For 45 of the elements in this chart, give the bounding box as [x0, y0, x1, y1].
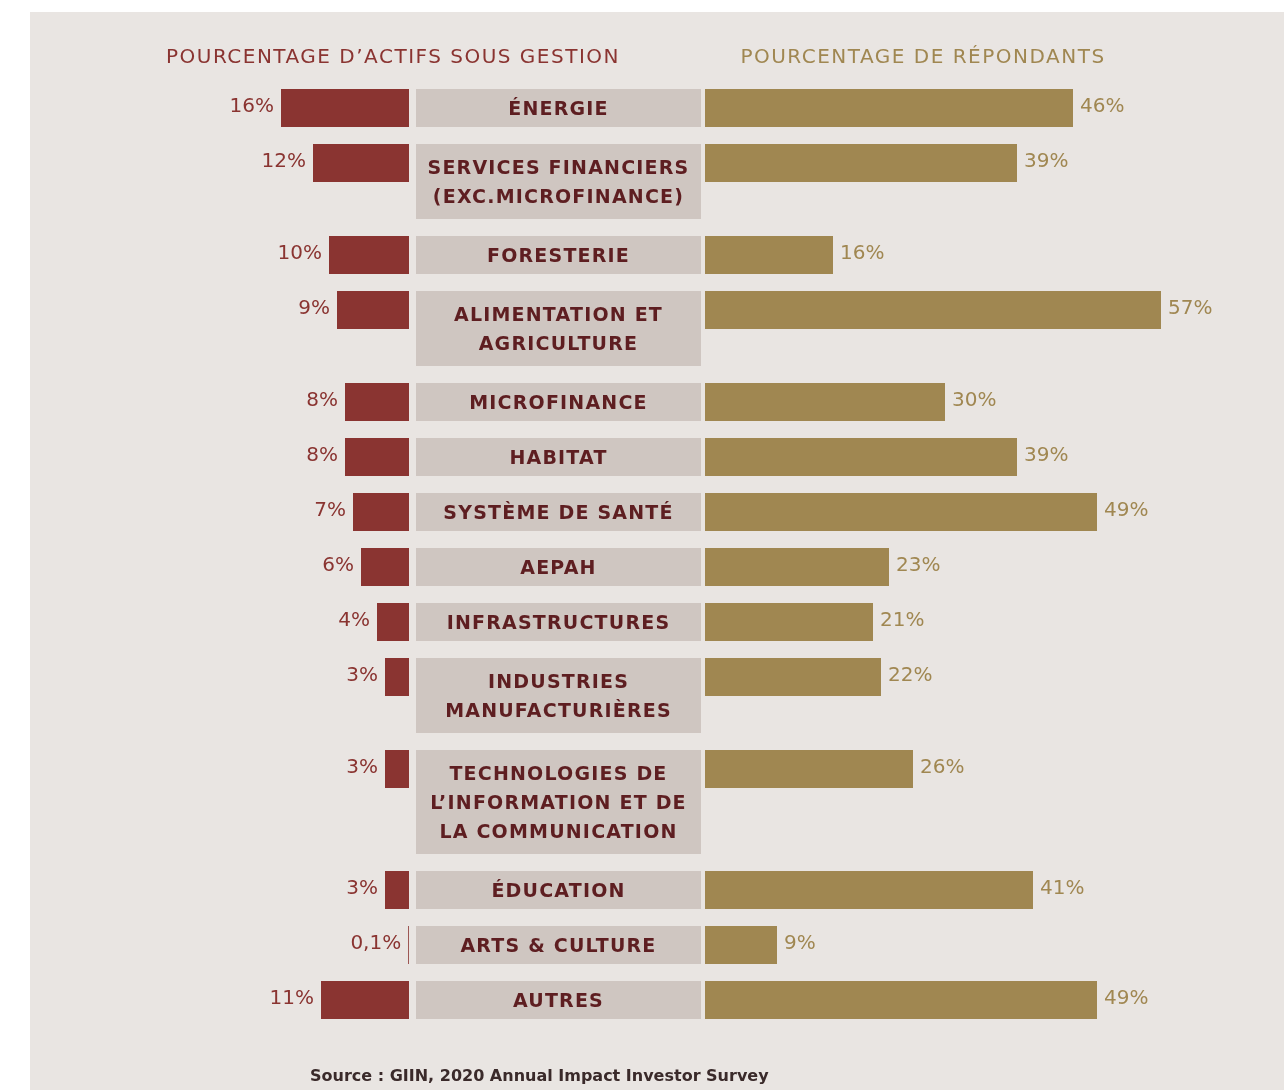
- y-tick-label: SYSTÈME DE SANTÉ: [443, 501, 674, 523]
- data-label: 9%: [298, 295, 330, 319]
- data-label: 0,1%: [350, 930, 402, 954]
- y-tick-label: HABITAT: [509, 446, 608, 468]
- y-tick-label: AUTRES: [512, 989, 605, 1011]
- data-label: 16%: [229, 93, 274, 117]
- y-tick-label: FORESTERIE: [486, 244, 631, 266]
- data-label: 12%: [261, 148, 306, 172]
- y-tick-label: TECHNOLOGIES DE L’INFORMATION ET DE LA COMMUNICATION: [430, 762, 687, 842]
- y-tick-label: ÉDUCATION: [491, 879, 626, 901]
- y-tick-label: INDUSTRIES MANUFACTURIÈRES: [445, 670, 672, 721]
- data-label: 49%: [1104, 497, 1149, 521]
- data-label: 3%: [346, 754, 378, 778]
- data-label: 11%: [269, 985, 314, 1009]
- source-note: Source : GIIN, 2020 Annual Impact Investor Survey: [310, 1066, 770, 1085]
- data-label: 41%: [1040, 875, 1085, 899]
- y-tick-label: AEPAH: [520, 556, 597, 578]
- data-label: 57%: [1168, 295, 1213, 319]
- data-label: 21%: [880, 607, 925, 631]
- y-tick-label: SERVICES FINANCIERS (EXC.MICROFINANCE): [427, 156, 690, 207]
- y-tick-label: ÉNERGIE: [508, 97, 609, 119]
- y-tick-label: ARTS & CULTURE: [460, 934, 657, 956]
- data-label: 26%: [920, 754, 965, 778]
- data-label: 46%: [1080, 93, 1125, 117]
- data-label: 8%: [306, 387, 338, 411]
- data-label: 16%: [840, 240, 885, 264]
- data-label: 39%: [1024, 442, 1069, 466]
- data-label: 8%: [306, 442, 338, 466]
- data-label: 39%: [1024, 148, 1069, 172]
- data-label: 23%: [896, 552, 941, 576]
- chart-title: POURCENTAGE D’ACTIFS SOUS GESTION: [165, 44, 621, 68]
- y-tick-label: MICROFINANCE: [469, 391, 648, 413]
- data-label: 4%: [338, 607, 370, 631]
- data-label: 49%: [1104, 985, 1149, 1009]
- data-label: 22%: [888, 662, 933, 686]
- data-label: 7%: [314, 497, 346, 521]
- data-label: 30%: [952, 387, 997, 411]
- chart-title: POURCENTAGE DE RÉPONDANTS: [740, 44, 1106, 68]
- data-label: 10%: [277, 240, 322, 264]
- data-label: 3%: [346, 875, 378, 899]
- y-tick-label: ALIMENTATION ET AGRICULTURE: [453, 303, 664, 354]
- y-tick-label: INFRASTRUCTURES: [446, 611, 671, 633]
- data-label: 3%: [346, 662, 378, 686]
- data-label: 9%: [784, 930, 816, 954]
- data-label: 6%: [322, 552, 354, 576]
